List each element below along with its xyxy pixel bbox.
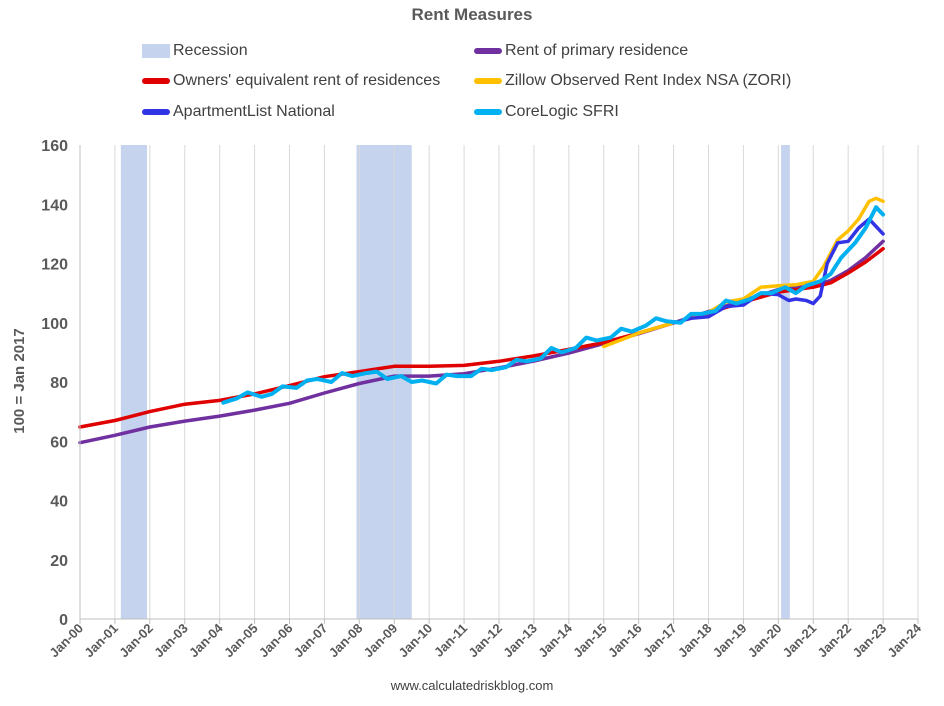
gridlines <box>79 145 919 619</box>
x-tick-label-21: Jan-21 <box>780 621 820 661</box>
series-line-apartmentlist-national <box>671 217 885 325</box>
legend-item-recession: Recession <box>142 42 248 60</box>
chart-title: Rent Measures <box>411 5 533 24</box>
x-tick-label-11: Jan-11 <box>431 621 470 660</box>
legend-label-rent-primary: Rent of primary residence <box>505 42 689 59</box>
series-line-owners-equivalent-rent-of-residences <box>78 246 885 429</box>
legend-item-corelogic: CoreLogic SFRI <box>474 103 619 121</box>
x-tick-label-9: Jan-09 <box>361 621 401 661</box>
series-line-rent-of-primary-residence <box>78 239 885 445</box>
legend-swatch-corelogic <box>474 109 502 115</box>
y-tick-label-5: 100 <box>41 316 68 333</box>
legend-swatch-apartmentlist <box>142 109 170 115</box>
x-tick-label-5: Jan-05 <box>221 621 261 661</box>
x-tick-label-12: Jan-12 <box>465 621 505 661</box>
y-tick-label-4: 80 <box>50 375 68 392</box>
x-tick-label-2: Jan-02 <box>116 621 156 661</box>
y-tick-label-0: 0 <box>59 612 68 629</box>
y-tick-label-6: 120 <box>41 257 68 274</box>
x-tick-label-18: Jan-18 <box>675 621 715 661</box>
y-tick-label-3: 60 <box>50 434 68 451</box>
x-tick-label-14: Jan-14 <box>535 620 575 660</box>
x-tick-label-3: Jan-03 <box>151 621 191 661</box>
x-tick-label-17: Jan-17 <box>640 621 680 661</box>
legend-item-zori: Zillow Observed Rent Index NSA (ZORI) <box>474 72 791 90</box>
legend-label-apartmentlist: ApartmentList National <box>173 103 335 120</box>
recession-bands <box>120 145 790 619</box>
legend-swatch-oer <box>142 78 170 84</box>
legend-swatch-recession <box>142 44 170 58</box>
recession-band-0 <box>120 145 148 619</box>
x-tick-label-24: Jan-24 <box>884 620 924 660</box>
legend-label-recession: Recession <box>173 42 248 59</box>
y-tick-label-7: 140 <box>41 197 68 214</box>
x-tick-label-8: Jan-08 <box>326 621 366 661</box>
x-tick-label-22: Jan-22 <box>815 621 855 661</box>
x-tick-label-13: Jan-13 <box>500 621 540 661</box>
x-tick-label-19: Jan-19 <box>710 621 750 661</box>
legend-swatch-rent-primary <box>474 48 502 54</box>
legend-swatch-zori <box>474 78 502 84</box>
x-tick-label-1: Jan-01 <box>81 621 121 661</box>
x-tick-label-15: Jan-15 <box>570 621 610 661</box>
y-tick-label-1: 20 <box>50 553 68 570</box>
x-tick-label-6: Jan-06 <box>256 621 296 661</box>
x-tick-label-7: Jan-07 <box>291 621 331 661</box>
series-lines <box>78 196 886 445</box>
legend-item-oer: Owners' equivalent rent of residences <box>142 72 440 90</box>
recession-band-2 <box>781 145 790 619</box>
axes: 020406080100120140160Jan-00Jan-01Jan-02J… <box>41 138 924 660</box>
x-tick-label-4: Jan-04 <box>186 620 226 660</box>
x-tick-label-23: Jan-23 <box>849 621 889 661</box>
legend-item-apartmentlist: ApartmentList National <box>142 103 335 121</box>
source-footer: www.calculatedriskblog.com <box>390 678 554 693</box>
legend-item-rent-primary: Rent of primary residence <box>474 42 688 60</box>
legend-label-corelogic: CoreLogic SFRI <box>505 103 619 120</box>
x-tick-label-10: Jan-10 <box>396 621 436 661</box>
legend-label-zori: Zillow Observed Rent Index NSA (ZORI) <box>505 72 792 89</box>
x-tick-label-16: Jan-16 <box>605 621 645 661</box>
y-tick-label-8: 160 <box>41 138 68 155</box>
y-axis-label: 100 = Jan 2017 <box>11 328 28 434</box>
y-tick-label-2: 40 <box>50 494 68 511</box>
x-tick-label-20: Jan-20 <box>745 621 785 661</box>
legend-label-oer: Owners' equivalent rent of residences <box>173 72 441 89</box>
series-line-corelogic-sfri <box>221 205 886 405</box>
